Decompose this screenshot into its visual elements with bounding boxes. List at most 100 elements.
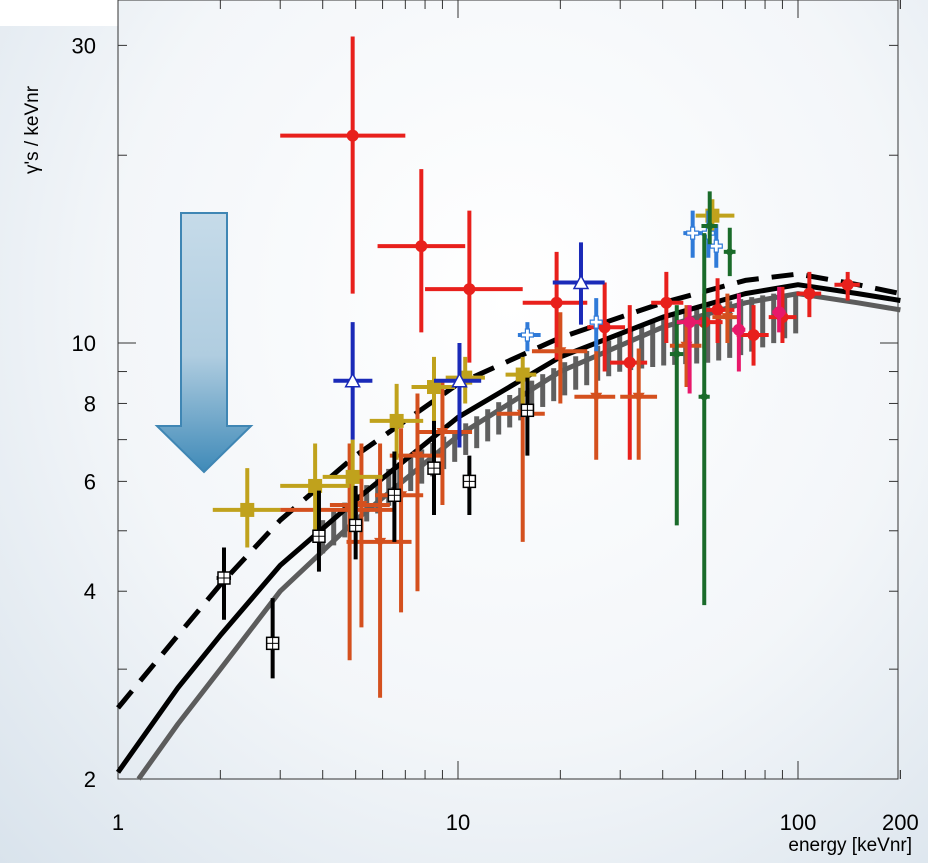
data-point <box>425 210 523 363</box>
data-point <box>369 383 424 460</box>
down-arrow <box>154 212 254 474</box>
data-point <box>427 420 441 515</box>
data-point <box>348 485 363 560</box>
point-marker <box>732 323 745 336</box>
point-marker <box>623 356 636 369</box>
data-point <box>531 312 588 404</box>
data-point <box>265 598 280 679</box>
header-patch <box>0 0 118 26</box>
data-point <box>216 547 232 620</box>
y-tick-label: 10 <box>72 331 96 356</box>
data-point <box>415 380 473 505</box>
data-point <box>676 305 702 394</box>
point-marker <box>747 328 760 341</box>
data-point <box>520 377 535 456</box>
point-marker <box>660 296 673 309</box>
data-point <box>280 36 406 294</box>
point-marker <box>554 347 567 358</box>
point-marker <box>344 372 361 388</box>
point-marker <box>415 240 428 253</box>
data-points <box>212 36 860 698</box>
x-tick-label: 10 <box>446 810 470 835</box>
point-marker <box>427 380 442 395</box>
data-point <box>434 343 482 448</box>
data-point <box>387 451 402 542</box>
point-marker <box>355 500 368 511</box>
point-marker <box>704 221 715 232</box>
point-marker <box>773 306 786 319</box>
x-tick-label: 200 <box>882 810 919 835</box>
data-point <box>712 293 742 343</box>
point-marker <box>803 287 816 300</box>
data-point <box>698 233 710 606</box>
data-point <box>280 443 350 537</box>
data-point <box>589 298 603 352</box>
point-marker <box>520 328 535 342</box>
point-marker <box>389 413 404 428</box>
data-point <box>610 305 648 460</box>
y-tick-labels: 2 4 6 8 10 30 <box>72 33 96 792</box>
point-marker <box>632 392 645 403</box>
model-curve-solid <box>136 291 901 781</box>
data-point <box>552 242 605 325</box>
data-point <box>312 490 326 572</box>
y-axis-title: γ's / keVnr <box>22 85 43 174</box>
data-point <box>505 356 537 404</box>
point-marker <box>451 372 468 388</box>
y-tick-label: 6 <box>84 469 96 494</box>
data-point <box>796 271 822 318</box>
x-tick-label: 1 <box>112 810 124 835</box>
point-marker <box>411 451 424 462</box>
y-tick-label: 4 <box>84 579 96 604</box>
point-marker <box>724 246 735 257</box>
data-point <box>701 191 718 245</box>
plot-frame <box>117 0 899 780</box>
y-tick-label: 8 <box>84 391 96 416</box>
axis-ticks <box>117 0 901 780</box>
point-marker <box>686 226 700 240</box>
point-marker <box>841 278 854 291</box>
x-tick-labels: 1 10 100 200 <box>112 810 919 835</box>
x-tick-label: 100 <box>780 810 817 835</box>
model-curves <box>115 271 901 781</box>
data-point <box>651 271 684 343</box>
data-point <box>212 468 281 548</box>
point-marker <box>590 392 603 403</box>
data-point <box>620 348 658 460</box>
point-marker <box>308 478 323 493</box>
data-point <box>522 251 588 360</box>
point-marker <box>345 469 360 484</box>
data-point <box>517 322 541 352</box>
down-arrow-annotation <box>154 212 254 474</box>
data-point <box>322 439 383 521</box>
data-point <box>669 305 684 526</box>
point-marker <box>550 296 563 309</box>
point-marker <box>721 313 734 324</box>
point-marker <box>683 316 696 329</box>
data-point <box>736 305 769 366</box>
point-marker <box>463 283 476 296</box>
x-axis-title: energy [keVnr] <box>788 835 912 856</box>
data-point <box>834 271 860 301</box>
data-point <box>411 356 456 425</box>
data-point <box>683 210 702 258</box>
point-marker <box>374 537 387 548</box>
data-point <box>377 169 466 333</box>
data-point <box>732 293 746 372</box>
data-point <box>723 227 736 277</box>
y-tick-label: 30 <box>72 33 96 58</box>
point-marker <box>346 129 359 142</box>
data-point <box>462 455 477 515</box>
point-marker <box>436 427 449 438</box>
data-point <box>709 224 723 268</box>
data-point <box>772 286 786 333</box>
y-tick-label: 2 <box>84 767 96 792</box>
point-marker <box>699 391 710 402</box>
point-marker <box>711 303 724 316</box>
point-marker <box>671 349 682 360</box>
data-point <box>587 282 626 372</box>
point-marker <box>240 502 255 517</box>
point-marker <box>589 315 603 329</box>
point-marker <box>709 239 723 253</box>
